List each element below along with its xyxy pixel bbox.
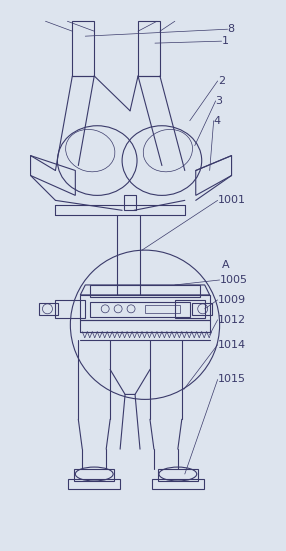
Bar <box>80 295 210 320</box>
Text: 1005: 1005 <box>220 275 248 285</box>
Text: 2: 2 <box>218 76 225 86</box>
Bar <box>68 479 120 489</box>
Bar <box>90 285 200 297</box>
Bar <box>175 300 205 318</box>
Bar <box>138 21 160 76</box>
Bar <box>80 320 210 332</box>
Bar <box>55 300 85 318</box>
Text: 1: 1 <box>222 36 229 46</box>
Text: 4: 4 <box>214 116 221 126</box>
Text: 1001: 1001 <box>218 196 246 206</box>
Bar <box>192 303 212 315</box>
Bar <box>72 21 94 76</box>
Bar <box>145 305 180 313</box>
Text: 3: 3 <box>216 96 223 106</box>
Text: 1014: 1014 <box>218 339 246 350</box>
Bar <box>124 196 136 210</box>
Bar <box>74 469 114 481</box>
Text: 1015: 1015 <box>218 375 246 385</box>
Text: 8: 8 <box>228 24 235 34</box>
Bar <box>152 479 204 489</box>
Text: 1009: 1009 <box>218 295 246 305</box>
Bar <box>39 303 58 315</box>
Text: 1012: 1012 <box>218 315 246 325</box>
Bar <box>90 302 190 317</box>
Bar <box>158 469 198 481</box>
Text: A: A <box>222 260 229 270</box>
